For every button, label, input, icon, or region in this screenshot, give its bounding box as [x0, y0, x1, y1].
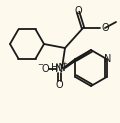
Text: O: O [101, 23, 109, 33]
Text: +: + [61, 61, 67, 67]
Text: HN: HN [51, 63, 65, 73]
Text: O: O [74, 6, 82, 16]
Text: N: N [104, 54, 111, 64]
Text: N: N [55, 64, 64, 74]
Text: O: O [42, 64, 49, 74]
Text: −: − [37, 62, 43, 68]
Text: O: O [56, 80, 63, 90]
